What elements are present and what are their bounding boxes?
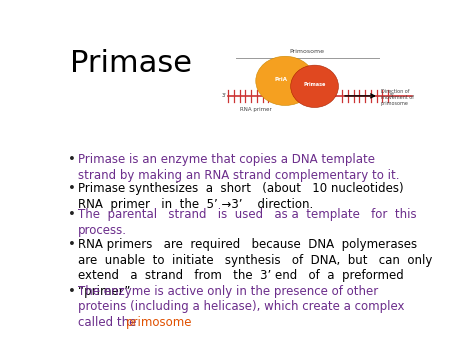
Text: proteins (including a helicase), which create a complex: proteins (including a helicase), which c… xyxy=(78,300,404,313)
Text: RNA primers   are  required   because  DNA  polymerases: RNA primers are required because DNA pol… xyxy=(78,238,417,251)
Ellipse shape xyxy=(256,56,315,105)
Text: •: • xyxy=(68,153,76,166)
Text: The enzyme is active only in the presence of other: The enzyme is active only in the presenc… xyxy=(78,284,378,297)
Text: extend   a  strand   from   the  3’ end   of  a  preformed: extend a strand from the 3’ end of a pre… xyxy=(78,269,403,282)
Text: RNA primer: RNA primer xyxy=(240,107,272,112)
Text: •: • xyxy=(68,182,76,195)
Text: Primase: Primase xyxy=(70,49,192,78)
Text: The  parental   strand   is  used   as a  template   for  this: The parental strand is used as a templat… xyxy=(78,208,416,221)
Text: Primosome: Primosome xyxy=(290,49,325,54)
Text: called the: called the xyxy=(78,316,140,329)
Text: RNA  primer   in  the  5’ →3’    direction.: RNA primer in the 5’ →3’ direction. xyxy=(78,198,313,211)
Text: •: • xyxy=(68,238,76,251)
Text: •: • xyxy=(68,208,76,221)
Text: 3': 3' xyxy=(222,93,227,98)
Text: Primase synthesizes  a  short   (about   10 nucleotides): Primase synthesizes a short (about 10 nu… xyxy=(78,182,403,195)
Text: strand by making an RNA strand complementary to it.: strand by making an RNA strand complemen… xyxy=(78,169,399,182)
Ellipse shape xyxy=(291,65,338,108)
Text: 5': 5' xyxy=(390,93,395,98)
Text: Primase is an enzyme that copies a DNA template: Primase is an enzyme that copies a DNA t… xyxy=(78,153,374,166)
Text: Direction of
movement of
primosome: Direction of movement of primosome xyxy=(381,89,414,106)
Text: “primer”: “primer” xyxy=(78,285,130,298)
Text: Primase: Primase xyxy=(303,82,326,87)
Text: •: • xyxy=(68,284,76,297)
Text: process.: process. xyxy=(78,224,127,236)
Text: primosome: primosome xyxy=(126,316,192,329)
Text: are  unable  to  initiate   synthesis   of  DNA,  but   can  only: are unable to initiate synthesis of DNA,… xyxy=(78,253,432,267)
Text: PriA: PriA xyxy=(275,77,288,82)
